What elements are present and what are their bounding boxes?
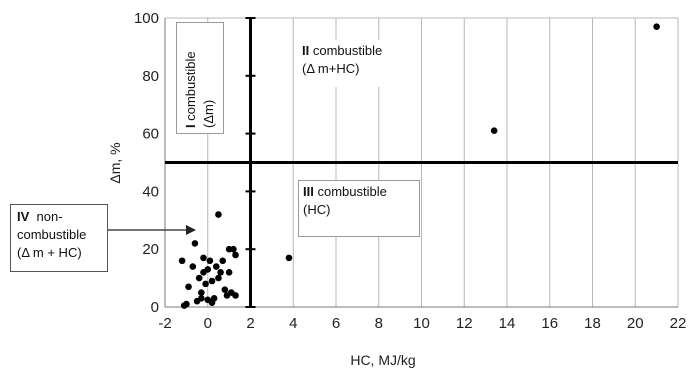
- data-point: [232, 292, 239, 299]
- y-tick-label: 60: [142, 126, 159, 143]
- x-tick-label: 0: [204, 315, 212, 332]
- x-tick-label: 8: [375, 315, 383, 332]
- data-point: [204, 266, 212, 273]
- data-point: [200, 254, 207, 262]
- data-point: [232, 251, 239, 259]
- data-point: [183, 300, 190, 308]
- data-point: [198, 295, 205, 302]
- y-tick-label: 100: [134, 10, 159, 27]
- data-point: [191, 240, 199, 247]
- data-point: [225, 269, 233, 276]
- data-point: [219, 257, 227, 265]
- data-point: [198, 289, 205, 296]
- data-point: [653, 23, 660, 30]
- x-tick-label: 22: [670, 315, 687, 332]
- region-i-label: I combustible (Δm): [176, 22, 224, 134]
- x-tick-label: 10: [413, 315, 430, 332]
- data-point: [189, 263, 197, 270]
- x-tick-label: 18: [584, 315, 601, 332]
- data-points: [178, 23, 660, 309]
- data-point: [215, 274, 222, 282]
- region-iv-arrowhead: [186, 225, 196, 235]
- x-axis-label: HC, MJ/kg: [350, 352, 415, 368]
- x-tick-label: 4: [289, 315, 297, 332]
- x-tick-label: 14: [499, 315, 516, 332]
- data-point: [206, 257, 214, 265]
- data-point: [221, 286, 229, 293]
- x-tick-label: 6: [332, 315, 340, 332]
- data-point: [490, 127, 498, 135]
- data-point: [185, 283, 192, 291]
- region-iii-label: III combustible (HC): [298, 180, 420, 237]
- data-point: [217, 269, 224, 276]
- data-point: [208, 277, 216, 285]
- y-axis-label: Δm, %: [107, 142, 123, 183]
- data-point: [285, 254, 293, 262]
- x-tick-label: 20: [627, 315, 644, 332]
- data-point: [178, 257, 186, 265]
- y-tick-label: 0: [151, 299, 159, 316]
- data-point: [208, 299, 216, 306]
- region-iv-label: IV non-combustible (Δ m + HC): [10, 204, 108, 272]
- x-tick-label: 12: [456, 315, 473, 332]
- quadrant-dividers: [165, 17, 678, 308]
- data-point: [195, 274, 203, 282]
- data-point: [215, 211, 222, 218]
- region-ii-label: II combustible (Δ m+HC): [298, 40, 406, 87]
- x-tick-label: 16: [541, 315, 558, 332]
- y-tick-label: 40: [142, 183, 159, 200]
- y-tick-label: 80: [142, 68, 159, 85]
- data-point: [230, 245, 237, 253]
- x-tick-label: -2: [158, 315, 171, 332]
- data-point: [213, 263, 220, 270]
- y-tick-label: 20: [142, 241, 159, 258]
- data-point: [202, 280, 209, 288]
- x-tick-label: 2: [246, 315, 254, 332]
